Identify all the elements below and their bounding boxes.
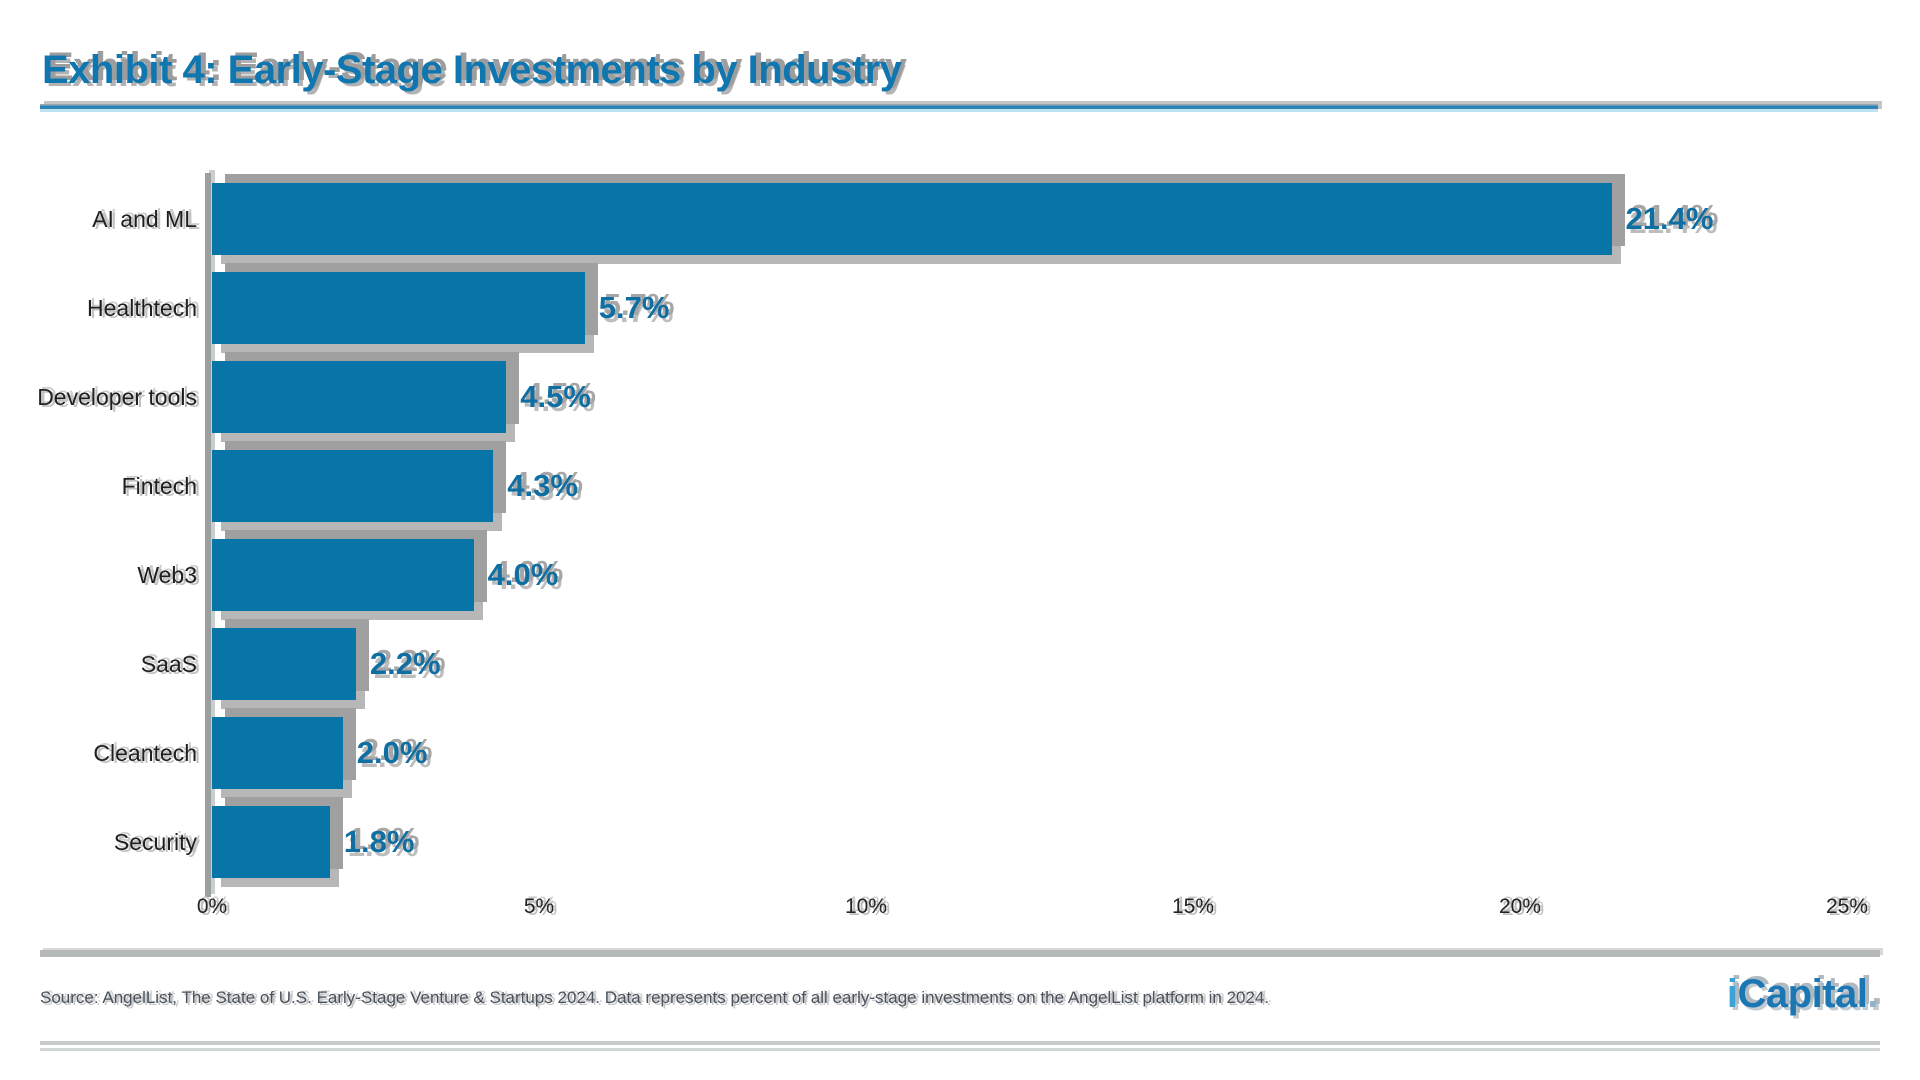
bar-row: 4.3%: [212, 450, 1847, 522]
logo-prefix: i: [1726, 972, 1738, 1016]
bottom-divider-bottom: [40, 1048, 1880, 1051]
x-tick-label: 25%: [1825, 895, 1869, 918]
page-title: Exhibit 4: Early-Stage Investments by In…: [42, 48, 902, 92]
bar-row: 4.5%: [212, 361, 1847, 433]
logo-dot: .: [1867, 972, 1878, 1016]
x-tick-label: 0%: [196, 895, 228, 918]
bar: [212, 183, 1612, 255]
bar: [212, 272, 585, 344]
value-label: 2.0%: [356, 735, 428, 770]
value-label: 4.0%: [487, 557, 559, 592]
category-label: Security: [113, 829, 197, 855]
bar: [212, 361, 507, 433]
y-axis-line: [205, 173, 211, 897]
bar-row: 2.0%: [212, 717, 1847, 789]
value-label: 2.2%: [369, 646, 441, 681]
bar: [212, 450, 494, 522]
icapital-logo: iCapital.: [1726, 972, 1879, 1017]
x-tick-label: 10%: [844, 895, 888, 918]
bar-row: 2.2%: [212, 628, 1847, 700]
category-label: Healthtech: [87, 295, 197, 321]
footer-divider: [40, 950, 1880, 957]
value-label: 4.3%: [507, 468, 578, 503]
bar: [212, 628, 356, 700]
category-label: Web3: [137, 562, 197, 588]
plot-area: 21.4% 5.7% 4.5% 4.3% 4.0% 2.2% 2.0% 1.8%: [212, 175, 1847, 887]
category-labels: AI and ML Healthtech Developer tools Fintec…: [0, 175, 197, 887]
bar-row: 1.8%: [212, 806, 1847, 878]
category-label: AI and ML: [92, 206, 197, 232]
value-label: 5.7%: [598, 290, 670, 325]
bar-row: 21.4%: [212, 183, 1847, 255]
bar-row: 4.0%: [212, 539, 1847, 611]
category-label: Developer tools: [37, 384, 197, 410]
category-label: Cleantech: [93, 740, 197, 766]
x-tick-label: 15%: [1171, 895, 1215, 918]
bar: [212, 717, 343, 789]
category-label: Fintech: [121, 473, 197, 499]
category-label: SaaS: [140, 651, 197, 677]
bottom-divider-top: [40, 1041, 1880, 1045]
x-tick-label: 5%: [523, 895, 555, 918]
bar-row: 5.7%: [212, 272, 1847, 344]
source-note: Source: AngelList, The State of U.S. Ear…: [40, 988, 1270, 1007]
value-label: 1.8%: [343, 824, 415, 859]
x-tick-label: 20%: [1498, 895, 1542, 918]
value-label: 4.5%: [520, 379, 591, 414]
bar: [212, 806, 330, 878]
logo-text: Capital: [1737, 972, 1868, 1016]
x-axis: 0% 5% 10% 15% 20% 25%: [197, 895, 1868, 925]
bar: [212, 539, 474, 611]
title-divider: [40, 104, 1878, 112]
value-label: 21.4%: [1625, 201, 1714, 236]
